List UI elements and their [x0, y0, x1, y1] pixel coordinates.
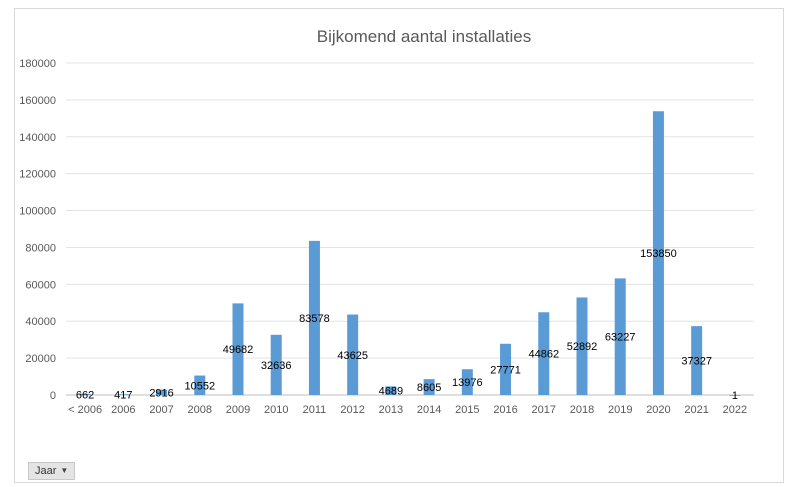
x-tick-label: 2019 — [608, 404, 632, 416]
x-tick-label: < 2006 — [68, 404, 102, 416]
bar — [729, 394, 741, 396]
data-label: 32636 — [261, 360, 292, 372]
x-tick-label: 2006 — [111, 404, 135, 416]
y-tick-label: 100000 — [19, 206, 56, 218]
x-tick-label: 2012 — [340, 404, 364, 416]
data-label: 1 — [732, 390, 738, 402]
data-label: 153850 — [640, 248, 677, 260]
data-label: 49682 — [223, 344, 254, 356]
x-tick-label: 2015 — [455, 404, 479, 416]
bar — [423, 379, 435, 395]
dropdown-arrow-icon: ▼ — [60, 466, 69, 475]
y-tick-label: 180000 — [19, 58, 56, 70]
y-tick-label: 20000 — [25, 353, 56, 365]
data-label: 63227 — [605, 332, 636, 344]
bar — [194, 375, 206, 395]
data-label: 4689 — [379, 386, 403, 398]
bar — [79, 393, 91, 395]
data-label: 13976 — [452, 377, 483, 389]
y-tick-label: 160000 — [19, 95, 56, 107]
x-tick-label: 2018 — [570, 404, 594, 416]
x-tick-label: 2009 — [226, 404, 250, 416]
x-tick-label: 2007 — [149, 404, 173, 416]
bar — [232, 303, 244, 395]
x-tick-label: 2017 — [532, 404, 556, 416]
filter-label: Jaar — [35, 465, 57, 477]
data-label: 44862 — [528, 349, 559, 361]
bar — [461, 369, 473, 395]
data-label: 27771 — [490, 364, 521, 376]
data-label: 417 — [114, 390, 132, 402]
x-tick-label: 2010 — [264, 404, 288, 416]
data-label: 2916 — [149, 387, 173, 399]
bar — [538, 312, 550, 395]
x-tick-label: 2016 — [493, 404, 517, 416]
y-tick-label: 0 — [50, 390, 56, 402]
y-tick-label: 80000 — [25, 242, 56, 254]
data-label: 83578 — [299, 313, 330, 325]
x-tick-label: 2014 — [417, 404, 441, 416]
jaar-filter-button[interactable]: Jaar ▼ — [28, 462, 76, 480]
bar — [308, 240, 320, 395]
bar — [500, 343, 512, 395]
bar — [156, 389, 168, 395]
chart-title: Bijkomend aantal installaties — [317, 27, 532, 46]
y-tick-label: 120000 — [19, 169, 56, 181]
y-tick-label: 140000 — [19, 132, 56, 144]
x-tick-label: 2013 — [379, 404, 403, 416]
y-tick-label: 60000 — [25, 279, 56, 291]
data-label: 10552 — [184, 380, 215, 392]
x-tick-label: 2021 — [684, 404, 708, 416]
data-label: 52892 — [567, 341, 598, 353]
bar — [385, 386, 397, 395]
bar — [691, 326, 703, 395]
data-label: 37327 — [681, 356, 712, 368]
bar — [347, 314, 359, 395]
bar — [652, 111, 664, 395]
data-label: 43625 — [337, 350, 368, 362]
data-label: 662 — [76, 389, 94, 401]
bar — [614, 278, 626, 395]
bar — [270, 334, 282, 395]
x-tick-label: 2011 — [303, 404, 327, 416]
data-label: 8605 — [417, 382, 441, 394]
x-tick-label: 2008 — [188, 404, 212, 416]
y-tick-label: 40000 — [25, 316, 56, 328]
bar — [117, 394, 129, 396]
x-tick-label: 2022 — [723, 404, 747, 416]
bar — [576, 297, 588, 395]
x-tick-label: 2020 — [646, 404, 670, 416]
